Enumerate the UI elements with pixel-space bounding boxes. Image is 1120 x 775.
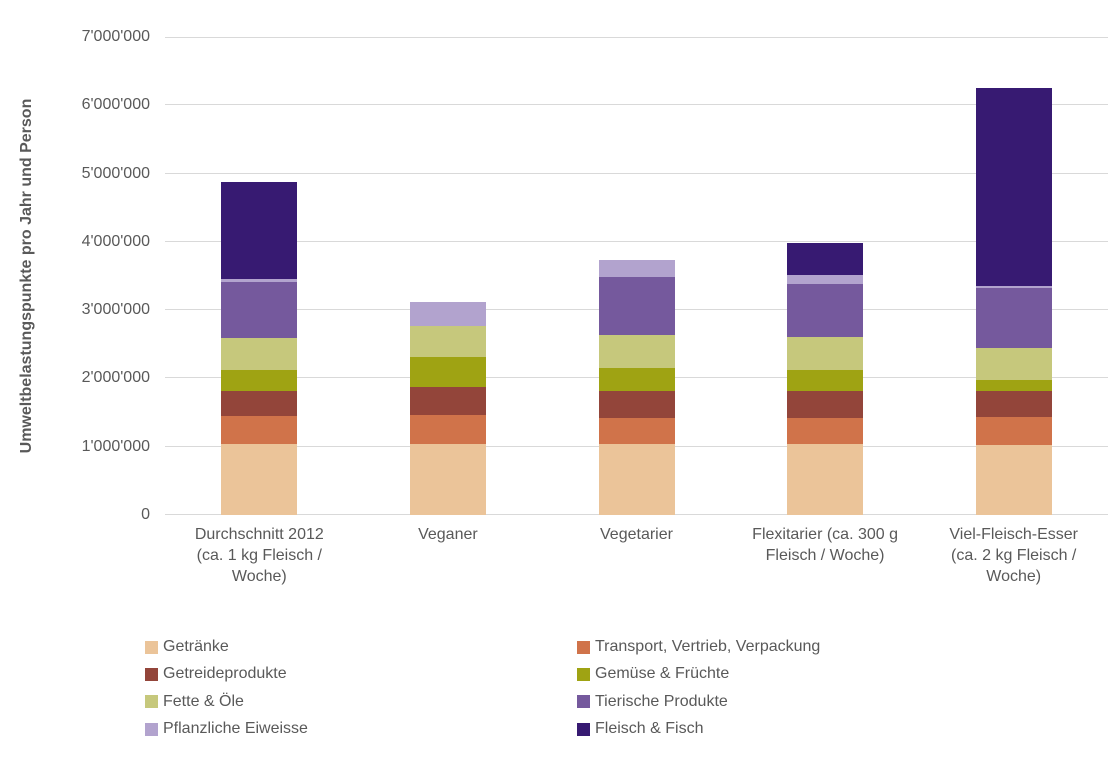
x-axis-label-flexitarier: Flexitarier (ca. 300 g Fleisch / Woche) (731, 524, 920, 566)
x-axis-label-text: Durchschnitt 2012 (ca. 1 kg Fleisch / Woch… (195, 524, 324, 587)
legend-label: Transport, Vertrieb, Verpackung (595, 638, 821, 655)
legend-swatch-tierische-produkte (577, 695, 590, 709)
legend-item-fleisch-fisch: Fleisch & Fisch (577, 720, 703, 738)
bar-segment-vegetarier-getreideprodukte (598, 391, 675, 419)
bar-segment-vegetarier-tierische-produkte (598, 277, 675, 336)
bar-segment-vegetarier-fette-oele (598, 335, 675, 368)
bar-segment-viel-fleisch-esser-getraenke (975, 444, 1052, 515)
bar-segment-viel-fleisch-esser-pflanzliche-eiweisse (975, 285, 1052, 288)
bar-segment-viel-fleisch-esser-fleisch-fisch (975, 88, 1052, 286)
bar-segment-flexitarier-pflanzliche-eiweisse (787, 275, 864, 284)
legend-item-getreideprodukte: Getreideprodukte (145, 665, 287, 683)
bar-segment-viel-fleisch-esser-gemuese-fruechte (975, 380, 1052, 391)
bar-segment-flexitarier-getraenke (787, 443, 864, 515)
legend-item-fette-oele: Fette & Öle (145, 693, 244, 711)
legend-swatch-getraenke (145, 640, 158, 654)
bar-segment-viel-fleisch-esser-getreideprodukte (975, 390, 1052, 418)
y-tick-label: 4'000'000 (81, 232, 150, 250)
x-axis-label-text: Viel-Fleisch-Esser (ca. 2 kg Fleisch / Woc… (949, 524, 1078, 587)
bar-segment-durchschnitt-2012-fleisch-fisch (221, 182, 298, 280)
bar-segment-flexitarier-getreideprodukte (787, 391, 864, 419)
legend-item-gemuese-fruechte: Gemüse & Früchte (577, 665, 729, 683)
gridline-5000000 (165, 172, 1108, 174)
y-tick-label: 6'000'000 (81, 96, 150, 114)
x-axis-label-line: Woche) (986, 568, 1042, 585)
x-axis-label-line: (ca. 2 kg Fleisch / (951, 547, 1077, 564)
x-axis-label-line: Flexitarier (ca. 300 g (752, 526, 899, 543)
bar-segment-flexitarier-tierische-produkte (787, 283, 864, 338)
legend-item-getraenke: Getränke (145, 638, 229, 656)
bar-segment-viel-fleisch-esser-tierische-produkte (975, 287, 1052, 349)
x-axis-label-text: Vegetarier (600, 524, 673, 545)
x-axis-label-line: Viel-Fleisch-Esser (949, 526, 1078, 543)
x-axis-label-text: Flexitarier (ca. 300 g Fleisch / Woche) (752, 524, 898, 566)
y-tick-label: 5'000'000 (81, 164, 150, 182)
x-axis-label-text: Veganer (418, 524, 478, 545)
legend-label: Fette & Öle (163, 692, 244, 710)
y-tick-label: 1'000'000 (81, 437, 150, 455)
bar-segment-viel-fleisch-esser-transport-vertrieb-verpackung (975, 417, 1052, 445)
y-tick-label: 3'000'000 (81, 301, 150, 319)
bar-segment-flexitarier-transport-vertrieb-verpackung (787, 418, 864, 444)
legend-swatch-pflanzliche-eiweisse (145, 722, 158, 736)
bar-segment-durchschnitt-2012-tierische-produkte (221, 282, 298, 339)
gridline-4000000 (165, 240, 1108, 242)
bar-segment-durchschnitt-2012-getraenke (221, 443, 298, 515)
y-axis-title: Umweltbelastungspunkte pro Jahr und Pers… (18, 98, 35, 454)
bar-segment-vegetarier-gemuese-fruechte (598, 367, 675, 392)
bar-segment-veganer-fette-oele (409, 325, 486, 358)
legend-swatch-fette-oele (145, 695, 158, 709)
bar-segment-durchschnitt-2012-pflanzliche-eiweisse (221, 279, 298, 283)
bar-segment-veganer-gemuese-fruechte (409, 357, 486, 387)
legend-swatch-fleisch-fisch (577, 722, 590, 736)
x-axis-label-line: Durchschnitt 2012 (194, 526, 324, 543)
legend-label: Pflanzliche Eiweisse (163, 720, 308, 738)
legend-item-tierische-produkte: Tierische Produkte (577, 693, 728, 711)
bar-segment-flexitarier-fette-oele (787, 337, 864, 371)
y-tick-label: 2'000'000 (81, 369, 150, 387)
bar-segment-flexitarier-fleisch-fisch (787, 243, 864, 276)
bar-segment-veganer-pflanzliche-eiweisse (409, 301, 486, 326)
x-axis-label-veganer: Veganer (354, 524, 543, 545)
x-axis-label-viel-fleisch-esser: Viel-Fleisch-Esser (ca. 2 kg Fleisch / Woc… (919, 524, 1108, 587)
x-axis-label-line: Fleisch / Woche) (765, 547, 885, 564)
x-axis-label-line: Woche) (231, 568, 287, 585)
bar-segment-durchschnitt-2012-gemuese-fruechte (221, 369, 298, 391)
x-axis-label-vegetarier: Vegetarier (542, 524, 731, 545)
legend-item-pflanzliche-eiweisse: Pflanzliche Eiweisse (145, 720, 308, 738)
legend-label: Getränke (163, 638, 229, 655)
bar-segment-viel-fleisch-esser-fette-oele (975, 348, 1052, 381)
y-tick-label: 7'000'000 (81, 28, 150, 45)
legend-label: Tierische Produkte (595, 692, 728, 710)
bar-segment-vegetarier-pflanzliche-eiweisse (598, 260, 675, 278)
bar-segment-vegetarier-getraenke (598, 443, 675, 515)
gridline-7000000 (165, 37, 1108, 38)
bar-segment-veganer-getraenke (409, 443, 486, 515)
x-axis-label-line: Vegetarier (600, 526, 673, 543)
y-tick-label: 0 (141, 506, 150, 523)
bar-segment-veganer-getreideprodukte (409, 386, 486, 415)
bar-segment-flexitarier-gemuese-fruechte (787, 370, 864, 392)
x-axis-label-line: (ca. 1 kg Fleisch / (196, 547, 322, 564)
bar-segment-vegetarier-transport-vertrieb-verpackung (598, 418, 675, 444)
bar-segment-veganer-transport-vertrieb-verpackung (409, 414, 486, 444)
plot-area (165, 37, 1108, 515)
legend-label: Getreideprodukte (163, 665, 287, 683)
bar-segment-durchschnitt-2012-fette-oele (221, 338, 298, 370)
legend-swatch-transport-vertrieb-verpackung (577, 640, 590, 654)
legend-swatch-gemuese-fruechte (577, 667, 590, 681)
legend-label: Gemüse & Früchte (595, 665, 730, 683)
legend-label: Fleisch & Fisch (595, 720, 704, 738)
x-axis-label-durchschnitt-2012: Durchschnitt 2012 (ca. 1 kg Fleisch / Woch… (165, 524, 354, 587)
bar-segment-durchschnitt-2012-transport-vertrieb-verpackung (221, 415, 298, 444)
bar-segment-durchschnitt-2012-getreideprodukte (221, 390, 298, 416)
legend-item-transport-vertrieb-verpackung: Transport, Vertrieb, Verpackung (577, 638, 820, 656)
x-axis-label-line: Veganer (418, 526, 478, 543)
gridline-6000000 (165, 104, 1108, 106)
legend-swatch-getreideprodukte (145, 667, 158, 681)
